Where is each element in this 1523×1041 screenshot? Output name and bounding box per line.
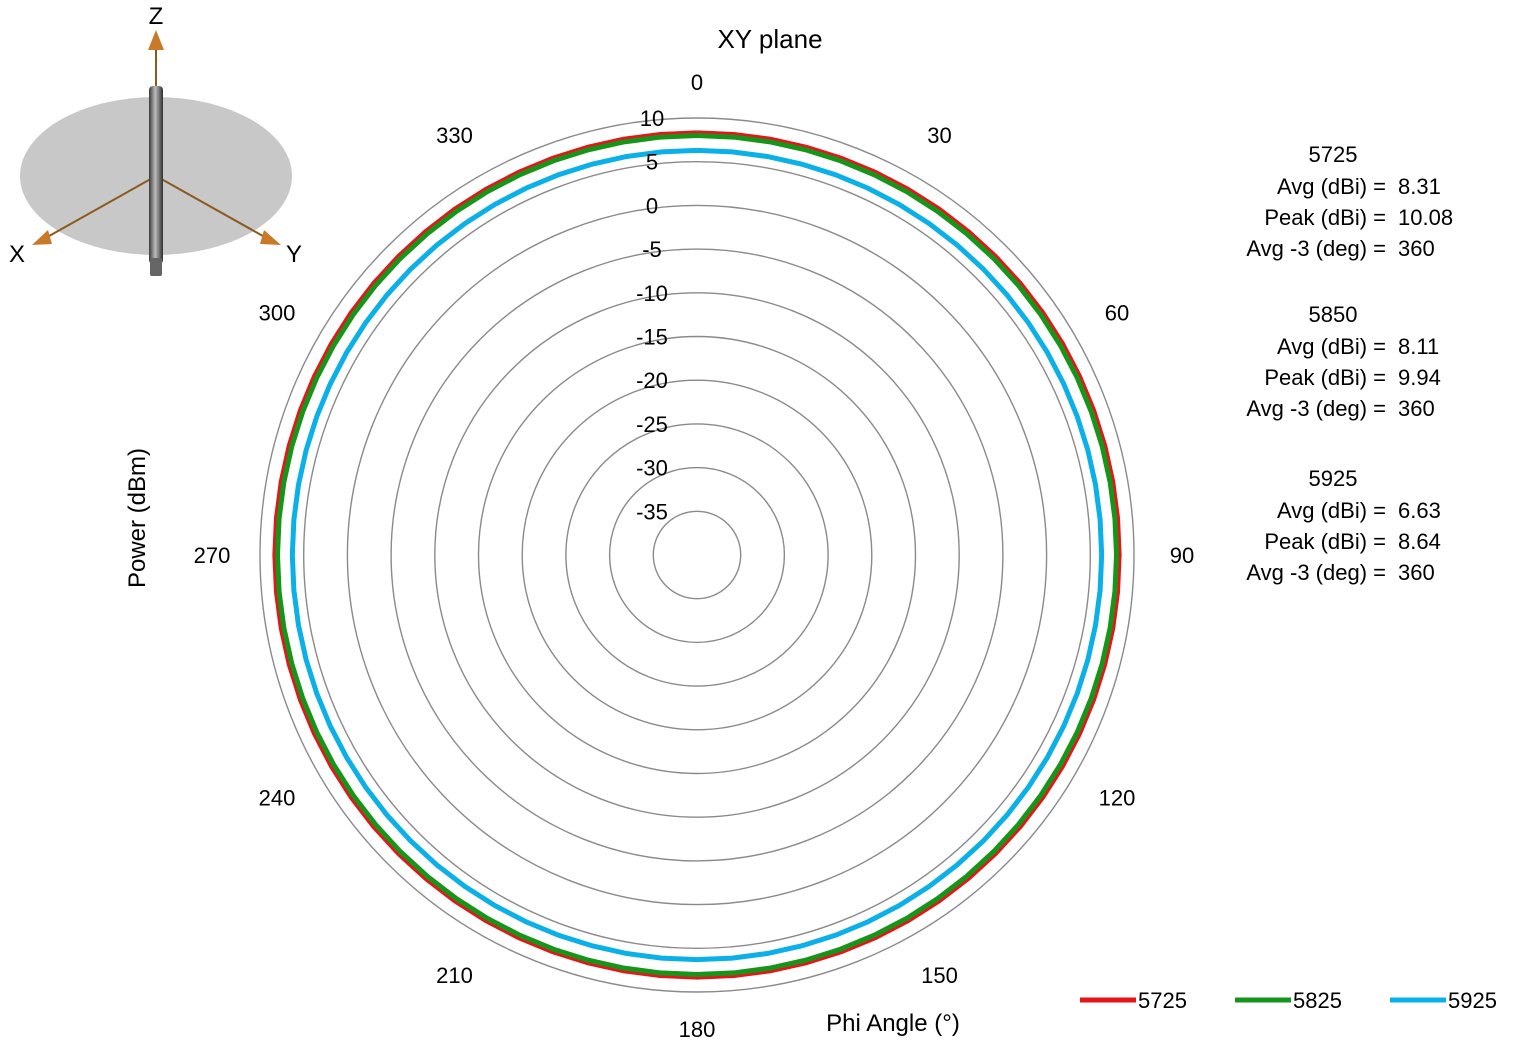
- stats-freq-5925: 5925: [1309, 466, 1358, 491]
- stats-value: 10.08: [1398, 205, 1453, 230]
- z-axis-label: Z: [149, 3, 164, 30]
- stats-label: Peak (dBi) =: [1264, 205, 1386, 230]
- stats-value: 360: [1398, 236, 1435, 261]
- stats-freq-5850: 5850: [1309, 302, 1358, 327]
- series-lines: [272, 130, 1122, 980]
- radial-label-5: 5: [646, 150, 658, 175]
- series-line-5825: [274, 132, 1120, 978]
- grid-ring: [652, 510, 742, 600]
- angle-label-270: 270: [194, 543, 231, 568]
- angle-label-210: 210: [436, 963, 473, 988]
- stats-value: 9.94: [1398, 365, 1441, 390]
- stats-freq-5725: 5725: [1309, 142, 1358, 167]
- x-axis-arrow: [41, 175, 157, 241]
- radial-label-0: 0: [646, 193, 658, 218]
- angle-label-300: 300: [259, 301, 296, 326]
- antenna-rod: [149, 86, 163, 264]
- angle-label-240: 240: [259, 786, 296, 811]
- angle-label-150: 150: [921, 963, 958, 988]
- stats-label: Peak (dBi) =: [1264, 529, 1386, 554]
- radial-label--30: -30: [636, 456, 668, 481]
- series-line-5725: [272, 130, 1122, 980]
- grid-ring: [521, 379, 873, 731]
- radial-label--15: -15: [636, 325, 668, 350]
- y-axis-arrow: [155, 175, 271, 241]
- legend: 5725 5825 5925: [1080, 988, 1497, 1013]
- y-arrowhead: [260, 230, 281, 245]
- stats-label: Avg -3 (deg) =: [1246, 560, 1386, 585]
- grid-ring: [259, 117, 1135, 993]
- angle-label-0: 0: [691, 70, 703, 95]
- legend-label-5825: 5825: [1293, 988, 1342, 1013]
- antenna-connector: [150, 258, 162, 276]
- z-arrowhead: [148, 30, 164, 50]
- grid-ring: [608, 466, 786, 644]
- y-axis-title: Power (dBm): [124, 448, 151, 588]
- grid-ring: [346, 204, 1048, 906]
- radial-label--10: -10: [636, 281, 668, 306]
- grid-ring: [390, 248, 1004, 862]
- stats-label: Avg -3 (deg) =: [1246, 396, 1386, 421]
- radial-label--20: -20: [636, 368, 668, 393]
- stats-value: 8.64: [1398, 529, 1441, 554]
- grid-ring: [303, 161, 1091, 949]
- grid-ring: [477, 335, 917, 775]
- grid-ring: [434, 292, 960, 818]
- stats-value: 8.31: [1398, 174, 1441, 199]
- stats-panel: 5725 Avg (dBi) = 8.31 Peak (dBi) = 10.08 Avg …: [1246, 142, 1453, 585]
- radial-label--5: -5: [642, 237, 662, 262]
- angle-label-30: 30: [927, 123, 951, 148]
- stats-value: 360: [1398, 560, 1435, 585]
- stats-label: Avg (dBi) =: [1277, 174, 1386, 199]
- stats-value: 8.11: [1398, 334, 1439, 359]
- stats-label: Peak (dBi) =: [1264, 365, 1386, 390]
- x-arrowhead: [32, 230, 52, 245]
- legend-label-5925: 5925: [1448, 988, 1497, 1013]
- orientation-inset: Z X Y: [9, 3, 302, 276]
- radial-label-10: 10: [640, 106, 664, 131]
- stats-value: 360: [1398, 396, 1435, 421]
- grid-rings: [259, 117, 1135, 993]
- grid-ring: [565, 423, 829, 687]
- chart-title: XY plane: [717, 24, 822, 54]
- angle-label-60: 60: [1105, 301, 1129, 326]
- x-axis-label: X: [9, 241, 25, 268]
- legend-label-5725: 5725: [1138, 988, 1187, 1013]
- stats-label: Avg (dBi) =: [1277, 498, 1386, 523]
- angle-label-180: 180: [679, 1017, 716, 1041]
- y-axis-label: Y: [286, 241, 302, 268]
- radial-label--25: -25: [636, 412, 668, 437]
- stats-label: Avg (dBi) =: [1277, 334, 1386, 359]
- angle-label-120: 120: [1099, 786, 1136, 811]
- x-axis-title: Phi Angle (°): [826, 1010, 960, 1037]
- angle-label-90: 90: [1170, 543, 1194, 568]
- stats-value: 6.63: [1398, 498, 1441, 523]
- angle-label-330: 330: [436, 123, 473, 148]
- radial-tick-labels: 10 5 0 -5 -10 -15 -20 -25 -30 -35: [636, 106, 668, 524]
- angle-tick-labels: 0 30 60 90 120 150 180 210 240 270 300 330: [194, 70, 1195, 1041]
- radial-label--35: -35: [636, 499, 668, 524]
- series-line-5925: [289, 147, 1105, 963]
- stats-label: Avg -3 (deg) =: [1246, 236, 1386, 261]
